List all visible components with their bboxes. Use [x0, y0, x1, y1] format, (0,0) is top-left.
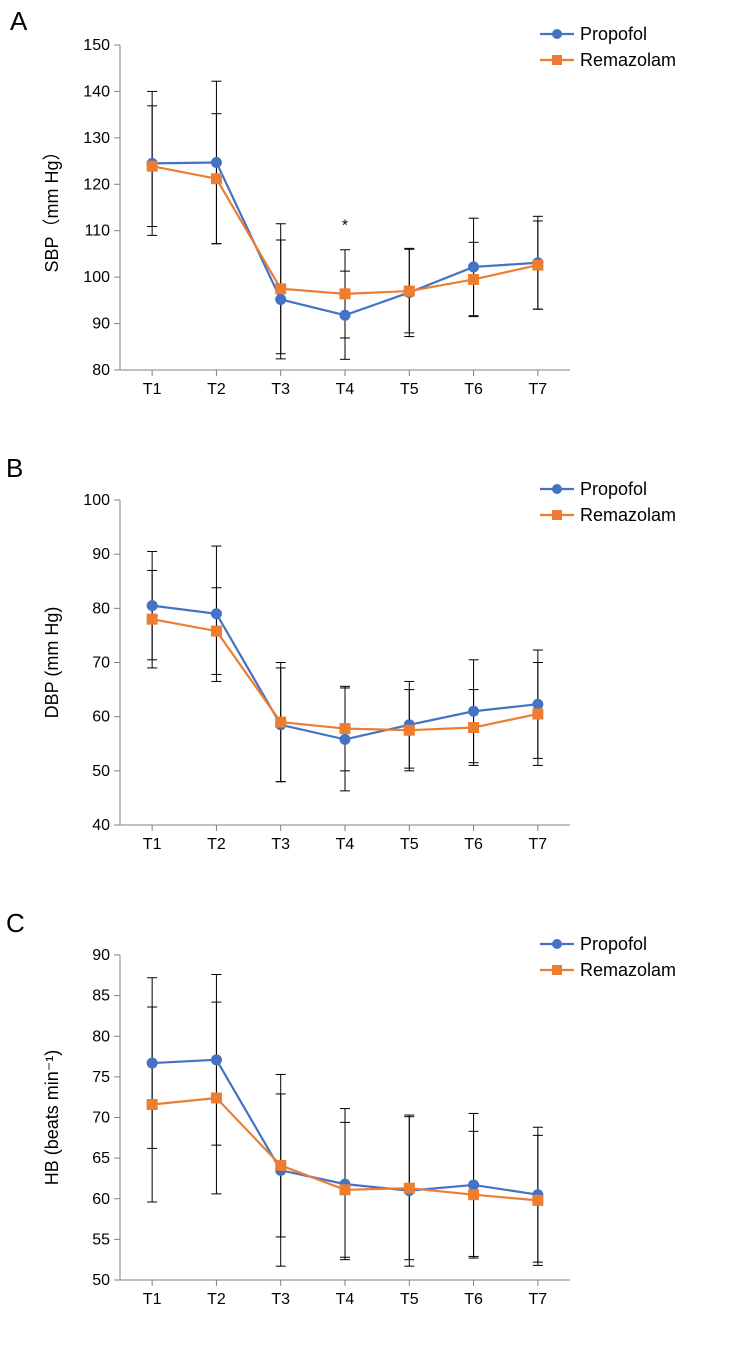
y-tick-label: 75	[92, 1069, 110, 1086]
figure-page: A 80 90 100 110 120 130 140 150 T1 T2 T3 T4 T5 T6 T7 SBP…	[0, 0, 733, 1352]
x-tick-label: T7	[529, 1291, 548, 1308]
x-tick-label: T2	[207, 836, 226, 853]
x-tick-label: T4	[336, 381, 355, 398]
marker-square	[211, 1093, 221, 1103]
legend-label: Propofol	[580, 934, 647, 954]
x-tick-label: T2	[207, 381, 226, 398]
legend-label: Propofol	[580, 479, 647, 499]
panel-label-C: C	[6, 908, 25, 938]
y-tick-label: 150	[83, 37, 110, 54]
marker-square	[276, 717, 286, 727]
y-tick-label: 55	[92, 1231, 110, 1248]
y-tick-label: 80	[92, 1028, 110, 1045]
marker-circle	[533, 699, 543, 709]
legend-label: Remazolam	[580, 505, 676, 525]
marker-square	[340, 724, 350, 734]
y-tick-label: 130	[83, 130, 110, 147]
legend-marker-circle	[552, 939, 562, 949]
legend-label: Remazolam	[580, 50, 676, 70]
legend-marker-square	[552, 965, 562, 975]
x-tick-label: T5	[400, 381, 419, 398]
legend-marker-square	[552, 55, 562, 65]
marker-square	[211, 626, 221, 636]
y-tick-label: 70	[92, 655, 110, 672]
y-tick-label: 60	[92, 709, 110, 726]
marker-circle	[469, 706, 479, 716]
x-tick-label: T1	[143, 381, 162, 398]
x-tick-label: T7	[529, 381, 548, 398]
marker-circle	[211, 609, 221, 619]
marker-circle	[469, 262, 479, 272]
marker-square	[340, 289, 350, 299]
x-tick-label: T3	[271, 836, 290, 853]
marker-circle	[147, 1058, 157, 1068]
y-tick-label: 80	[92, 362, 110, 379]
annotation-star: *	[342, 218, 348, 235]
legend-label: Remazolam	[580, 960, 676, 980]
x-tick-label: T4	[336, 836, 355, 853]
marker-square	[469, 723, 479, 733]
y-tick-label: 60	[92, 1191, 110, 1208]
y-tick-label: 90	[92, 947, 110, 964]
x-tick-label: T6	[464, 836, 483, 853]
marker-circle	[211, 157, 221, 167]
marker-circle	[276, 294, 286, 304]
x-tick-label: T5	[400, 1291, 419, 1308]
y-tick-label: 120	[83, 176, 110, 193]
panel-label-B: B	[6, 453, 23, 483]
x-tick-label: T5	[400, 836, 419, 853]
y-tick-label: 40	[92, 817, 110, 834]
legend-label: Propofol	[580, 24, 647, 44]
y-tick-label: 90	[92, 316, 110, 333]
marker-square	[404, 286, 414, 296]
marker-circle	[211, 1055, 221, 1065]
x-tick-label: T7	[529, 836, 548, 853]
y-axis-label: DBP (mm Hg)	[42, 607, 62, 719]
x-tick-label: T4	[336, 1291, 355, 1308]
legend-marker-square	[552, 510, 562, 520]
marker-square	[276, 1160, 286, 1170]
marker-square	[404, 725, 414, 735]
x-tick-label: T3	[271, 1291, 290, 1308]
y-tick-label: 50	[92, 763, 110, 780]
marker-square	[533, 709, 543, 719]
x-tick-label: T2	[207, 1291, 226, 1308]
x-tick-label: T6	[464, 1291, 483, 1308]
marker-square	[533, 1195, 543, 1205]
x-tick-label: T3	[271, 381, 290, 398]
y-tick-label: 65	[92, 1150, 110, 1167]
y-tick-label: 85	[92, 988, 110, 1005]
chart-svg: A 80 90 100 110 120 130 140 150 T1 T2 T3 T4 T5 T6 T7 SBP…	[0, 0, 733, 1352]
legend-marker-circle	[552, 484, 562, 494]
marker-square	[276, 284, 286, 294]
marker-square	[340, 1185, 350, 1195]
x-tick-label: T1	[143, 1291, 162, 1308]
y-tick-label: 80	[92, 600, 110, 617]
y-tick-label: 110	[84, 223, 110, 240]
y-tick-label: 100	[83, 492, 110, 509]
marker-square	[469, 1190, 479, 1200]
y-tick-label: 100	[83, 269, 110, 286]
marker-square	[211, 174, 221, 184]
marker-square	[147, 1100, 157, 1110]
marker-square	[404, 1183, 414, 1193]
marker-circle	[340, 734, 350, 744]
marker-circle	[147, 601, 157, 611]
y-tick-label: 70	[92, 1110, 110, 1127]
legend-marker-circle	[552, 29, 562, 39]
y-tick-label: 90	[92, 546, 110, 563]
marker-circle	[469, 1180, 479, 1190]
y-tick-label: 50	[92, 1272, 110, 1289]
marker-circle	[340, 310, 350, 320]
x-tick-label: T1	[143, 836, 162, 853]
marker-square	[469, 274, 479, 284]
x-tick-label: T6	[464, 381, 483, 398]
y-tick-label: 140	[83, 83, 110, 100]
y-axis-label: HB (beats min⁻¹)	[42, 1050, 62, 1186]
marker-square	[533, 260, 543, 270]
marker-square	[147, 161, 157, 171]
y-axis-label: SBP（mm Hg）	[42, 142, 62, 272]
marker-square	[147, 614, 157, 624]
panel-label-A: A	[10, 6, 28, 36]
